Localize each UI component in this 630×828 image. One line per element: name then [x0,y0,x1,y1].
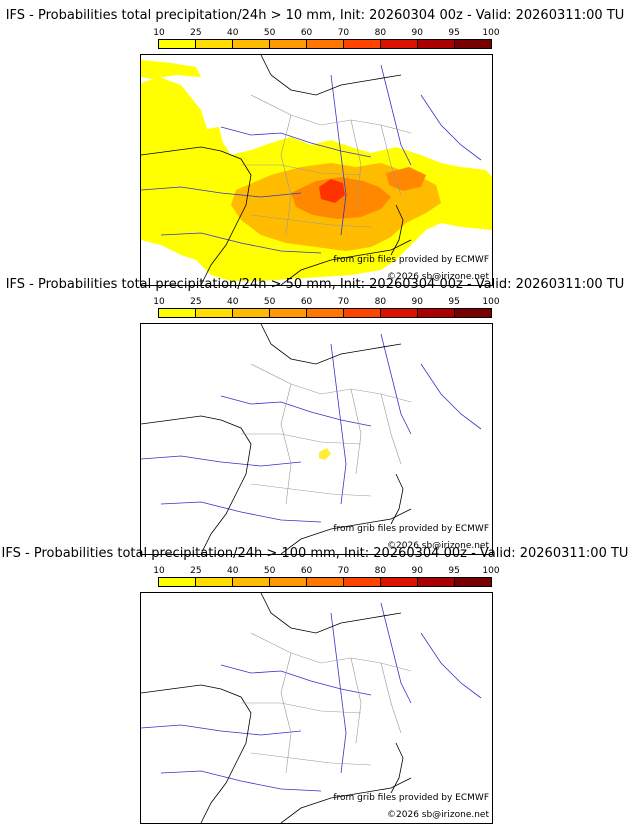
coastlines [141,593,412,823]
legend-tick-label: 80 [374,28,387,38]
precipitation-map: from grib files provided by ECMWF ©2026 … [140,323,493,555]
legend-color-segment [159,309,196,317]
legend-color-segment [270,309,307,317]
precip-yellow-area [319,448,331,460]
legend-tick-label: 95 [448,297,460,307]
legend-tick-label: 100 [482,297,500,307]
legend-tick-label: 100 [482,566,500,576]
legend-tick-label: 25 [190,566,202,576]
legend-tick-label: 90 [411,297,423,307]
legend-color-segment [381,40,418,48]
legend-color-segment [307,309,344,317]
legend-colorbar [158,308,492,318]
legend-colorbar [158,39,492,49]
legend-tick-label: 40 [227,297,239,307]
legend-color-segment [344,309,381,317]
legend-color-segment [307,578,344,586]
legend-tick-label: 10 [153,28,165,38]
legend-color-segment [344,578,381,586]
legend-color-segment [381,309,418,317]
panel-100mm: IFS - Probabilities total precipitation/… [0,546,630,824]
legend-tick-label: 50 [263,566,276,576]
legend-tick-label: 60 [300,566,313,576]
legend-tick-label: 25 [190,297,202,307]
legend-tick-label: 100 [482,28,500,38]
precip-red-area [319,179,345,203]
panel-10mm: IFS - Probabilities total precipitation/… [0,8,630,286]
coastlines [141,55,412,285]
copyright-credit: ©2026 sb@irizone.net [387,541,489,551]
copyright-credit: ©2026 sb@irizone.net [387,272,489,282]
panel-title: IFS - Probabilities total precipitation/… [1,546,629,561]
legend-tick-label: 90 [411,28,423,38]
rivers [141,333,482,523]
legend-color-segment [233,309,270,317]
coastlines [141,324,412,554]
legend-color-segment [196,309,233,317]
legend-tick-label: 60 [300,297,313,307]
legend-color-segment [455,309,491,317]
legend-ticks: 10 25 40 50 60 70 80 90 95 100 [153,566,499,576]
legend-ticks: 10 25 40 50 60 70 80 90 95 100 [153,28,499,38]
borders [241,94,412,236]
borders [241,363,412,505]
panel-50mm: IFS - Probabilities total precipitation/… [0,277,630,555]
legend-color-segment [270,578,307,586]
legend-color-segment [344,40,381,48]
legend-color-segment [418,309,455,317]
source-credit: from grib files provided by ECMWF [333,524,489,534]
legend-tick-label: 40 [227,566,239,576]
panel-title: IFS - Probabilities total precipitation/… [5,277,625,292]
legend-ticks: 10 25 40 50 60 70 80 90 95 100 [153,297,499,307]
legend-tick-label: 70 [337,566,350,576]
legend-color-segment [233,578,270,586]
legend-tick-label: 95 [448,566,460,576]
source-credit: from grib files provided by ECMWF [333,793,489,803]
rivers [141,64,482,254]
legend-color-segment [455,40,491,48]
copyright-credit: ©2026 sb@irizone.net [387,810,489,820]
rivers [141,602,482,792]
legend-tick-label: 50 [263,297,276,307]
legend-tick-label: 80 [374,297,387,307]
legend-tick-label: 80 [374,566,387,576]
legend-tick-label: 40 [227,28,239,38]
legend-tick-label: 70 [337,297,350,307]
legend-color-segment [159,40,196,48]
legend-color-segment [307,40,344,48]
legend-color-segment [381,578,418,586]
legend-tick-label: 70 [337,28,350,38]
legend-color-segment [455,578,491,586]
legend-tick-label: 95 [448,28,460,38]
legend-tick-label: 10 [153,297,165,307]
legend-tick-label: 25 [190,28,202,38]
legend-tick-label: 90 [411,566,423,576]
legend-color-segment [418,40,455,48]
legend-color-segment [196,578,233,586]
legend-colorbar [158,577,492,587]
legend-color-segment [270,40,307,48]
legend-tick-label: 50 [263,28,276,38]
precipitation-map: from grib files provided by ECMWF ©2026 … [140,54,493,286]
legend-tick-label: 10 [153,566,165,576]
precipitation-map: from grib files provided by ECMWF ©2026 … [140,592,493,824]
legend-tick-label: 60 [300,28,313,38]
panel-title: IFS - Probabilities total precipitation/… [5,8,625,23]
legend-color-segment [418,578,455,586]
legend-color-segment [233,40,270,48]
legend-color-segment [159,578,196,586]
legend-color-segment [196,40,233,48]
source-credit: from grib files provided by ECMWF [333,255,489,265]
borders [241,632,412,774]
